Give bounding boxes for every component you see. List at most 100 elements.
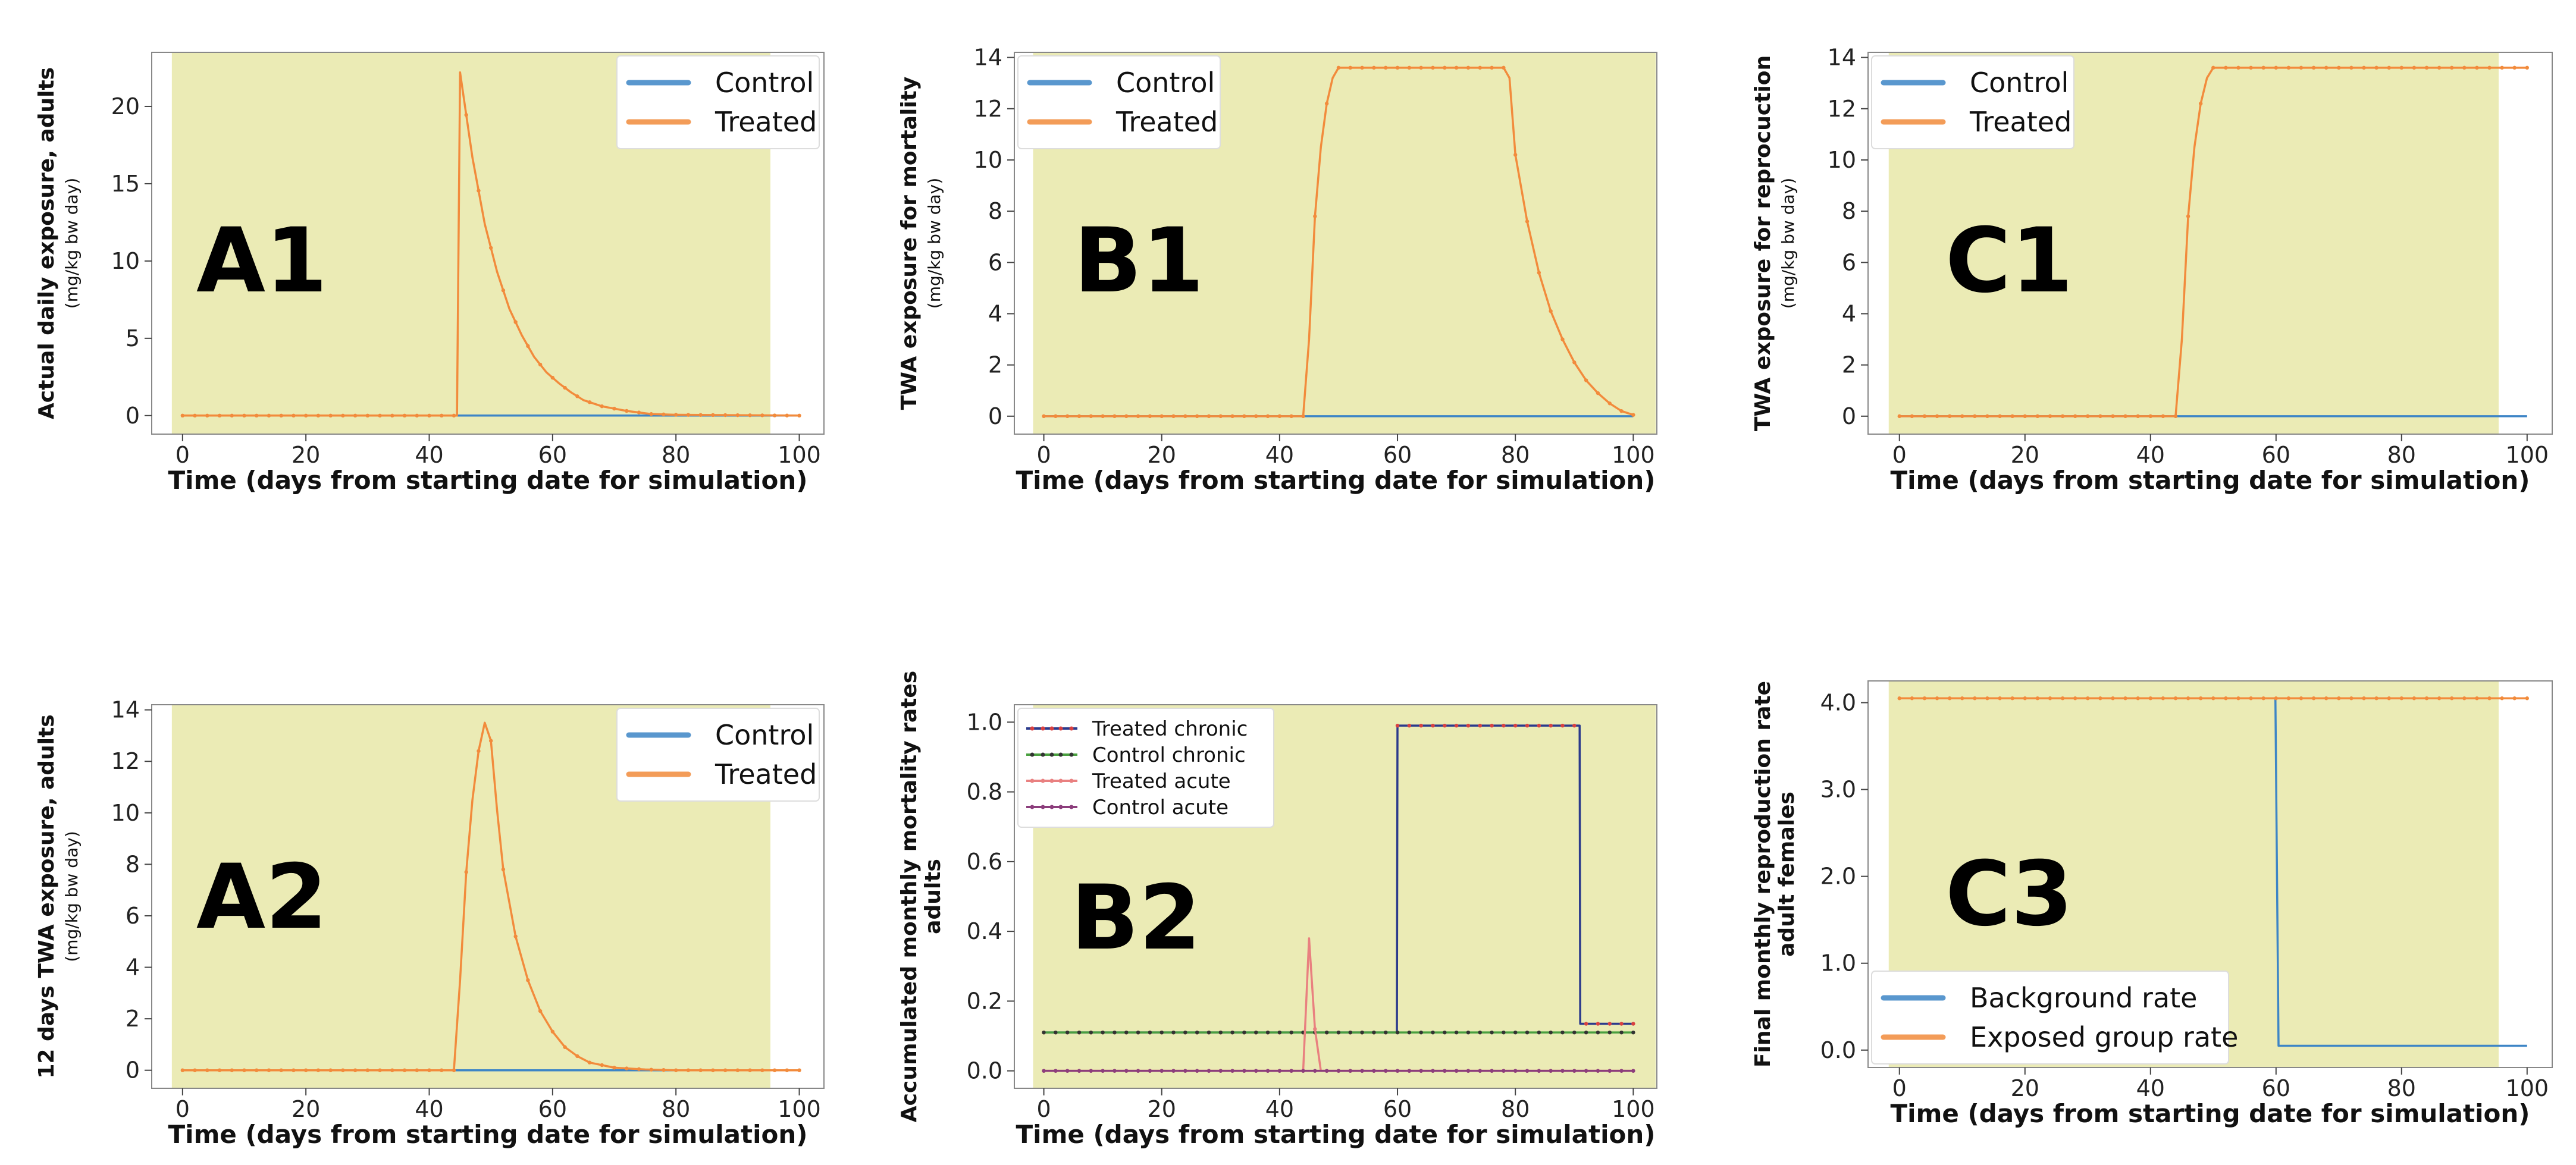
- data-point: [2500, 696, 2504, 701]
- legend-label-control: Control: [1116, 67, 1215, 99]
- data-point: [1077, 1069, 1082, 1073]
- data-point: [1042, 1069, 1046, 1073]
- data-point: [797, 1068, 801, 1072]
- data-point: [1089, 1030, 1093, 1035]
- x-axis-label: Time (days from starting date for simula…: [168, 1120, 808, 1149]
- x-tick-label: 0: [1892, 1075, 1907, 1101]
- data-point: [1242, 414, 1246, 419]
- x-tick-label: 40: [1265, 1096, 1294, 1122]
- data-point: [1195, 1069, 1199, 1073]
- data-point: [600, 404, 604, 409]
- data-point: [2198, 101, 2203, 106]
- data-point: [1101, 414, 1105, 419]
- plot-border: [151, 52, 825, 435]
- y-tick-label: 8: [1842, 198, 1856, 224]
- data-point: [1206, 1069, 1211, 1073]
- data-point: [575, 1054, 579, 1059]
- y-tick-label: 8: [126, 851, 140, 877]
- data-point: [267, 413, 271, 418]
- y-tick-label: 15: [111, 171, 140, 197]
- data-point: [760, 413, 764, 417]
- chart-b1: 0 20 40 60 80 100 0 2 4 6 8 10 12 14 Time (days from s…: [897, 45, 1657, 495]
- data-point: [1897, 696, 1901, 701]
- y-tick-label: 6: [1842, 249, 1856, 275]
- x-tick-label: 80: [1501, 442, 1530, 468]
- data-point: [2236, 65, 2240, 70]
- data-point: [2324, 696, 2329, 701]
- data-point: [2424, 696, 2429, 701]
- legend-marker: [1041, 805, 1045, 809]
- data-point: [2337, 696, 2341, 701]
- data-point: [2500, 65, 2504, 70]
- data-point: [1502, 723, 1506, 728]
- data-point: [1607, 1069, 1612, 1073]
- data-point: [1490, 1069, 1494, 1073]
- legend-marker: [1069, 752, 1074, 757]
- x-tick-label: 80: [2387, 1075, 2416, 1101]
- data-point: [1289, 1030, 1293, 1035]
- data-point: [1265, 414, 1270, 419]
- data-point: [2374, 696, 2378, 701]
- data-point: [1360, 65, 1364, 70]
- data-point: [2048, 696, 2052, 701]
- data-point: [785, 1068, 789, 1072]
- data-point: [587, 400, 592, 404]
- legend-marker: [1030, 726, 1035, 731]
- y-tick-label: 0: [126, 403, 140, 429]
- x-tick-label: 80: [2387, 442, 2416, 468]
- legend-label-control-chronic: Control chronic: [1092, 743, 1246, 767]
- data-point: [2148, 696, 2152, 701]
- y-tick-label: 2: [988, 352, 1002, 378]
- data-point: [1384, 65, 1388, 70]
- data-point: [649, 1067, 653, 1072]
- data-point: [1101, 1069, 1105, 1073]
- x-tick-label: 20: [2011, 1075, 2039, 1101]
- x-tick-label: 80: [662, 442, 690, 468]
- y-tick-label: 14: [974, 45, 1002, 71]
- y-tick-label: 14: [111, 697, 140, 723]
- y-axis-units: adults: [921, 859, 945, 934]
- data-point: [2311, 65, 2316, 70]
- data-point: [1466, 1030, 1471, 1035]
- data-point: [1572, 1030, 1577, 1035]
- data-point: [1183, 1030, 1187, 1035]
- data-point: [1384, 1069, 1388, 1073]
- data-point: [1277, 1030, 1282, 1035]
- data-point: [1419, 1030, 1423, 1035]
- data-point: [1619, 1022, 1624, 1026]
- data-point: [1336, 65, 1341, 70]
- data-point: [1112, 1030, 1117, 1035]
- data-point: [2299, 65, 2304, 70]
- data-point: [2236, 696, 2240, 701]
- data-point: [2086, 696, 2090, 701]
- data-point: [230, 413, 234, 418]
- y-axis-units: adult females: [1775, 792, 1799, 957]
- y-axis-label: Accumulated monthly mortality rates: [897, 671, 922, 1122]
- panel-label: A2: [196, 846, 327, 949]
- data-point: [2249, 65, 2253, 70]
- data-point: [2475, 696, 2479, 701]
- x-tick-label: 100: [1612, 442, 1655, 468]
- data-point: [1513, 1030, 1518, 1035]
- y-tick-label: 4: [1842, 300, 1856, 326]
- data-point: [2349, 65, 2354, 70]
- y-tick-label: 8: [988, 198, 1002, 224]
- data-point: [1572, 360, 1577, 365]
- data-point: [2249, 696, 2253, 701]
- data-point: [341, 1068, 345, 1072]
- legend-label-treated: Treated: [714, 106, 817, 138]
- data-point: [1985, 696, 1989, 701]
- data-point: [2111, 414, 2115, 419]
- data-point: [2274, 696, 2278, 701]
- data-point: [772, 413, 777, 417]
- data-point: [1596, 1069, 1600, 1073]
- legend-marker: [1058, 726, 1063, 731]
- legend-marker: [1049, 752, 1054, 757]
- x-tick-label: 60: [538, 442, 567, 468]
- data-point: [1596, 1030, 1600, 1035]
- data-point: [1171, 1069, 1176, 1073]
- legend-label-control: Control: [715, 67, 814, 99]
- y-tick-label: 2.0: [1820, 863, 1856, 890]
- y-axis-label: Final monthly reproduction rate: [1751, 681, 1775, 1067]
